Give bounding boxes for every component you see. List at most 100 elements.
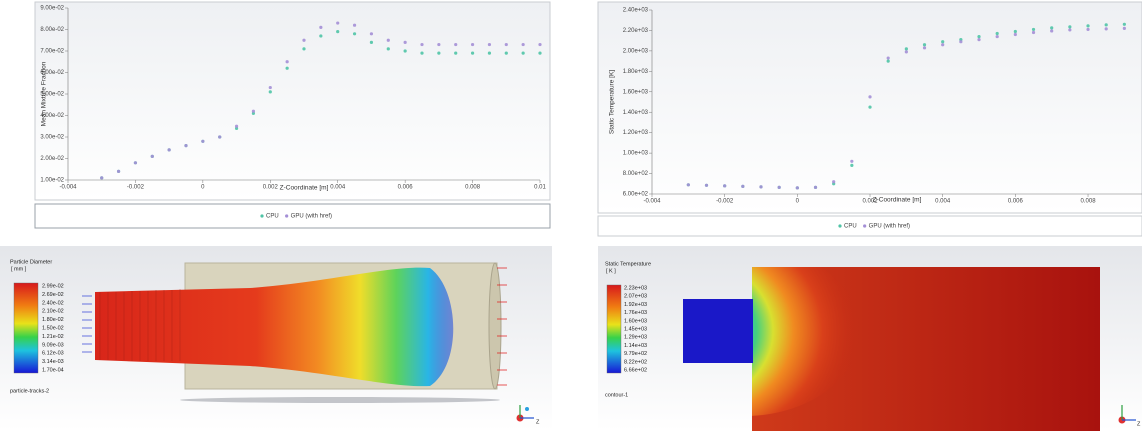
- legend-title: Particle Diameter: [10, 259, 52, 265]
- data-point: [184, 144, 187, 147]
- x-tick-label: -0.002: [127, 185, 145, 191]
- data-point: [505, 43, 508, 46]
- data-point: [887, 60, 890, 63]
- data-point: [387, 47, 390, 50]
- data-point: [705, 184, 708, 187]
- legend-marker: [863, 224, 866, 227]
- data-point: [168, 148, 171, 151]
- data-point: [353, 24, 356, 27]
- colorbar-label: 2.69e-02: [42, 292, 64, 298]
- colorbar-label: 1.80e-02: [42, 317, 64, 323]
- data-point: [471, 52, 474, 55]
- colorbar-label: 6.66e+02: [624, 367, 647, 373]
- x-tick-label: 0.008: [1081, 199, 1097, 205]
- data-point: [905, 47, 908, 50]
- data-point: [522, 52, 525, 55]
- data-point: [1014, 30, 1017, 33]
- y-tick-label: 2.20e+03: [623, 28, 649, 34]
- x-tick-label: 0.002: [263, 185, 279, 191]
- data-point: [1123, 23, 1126, 26]
- colorbar-label: 8.22e+02: [624, 359, 647, 365]
- y-tick-label: 9.00e-02: [40, 6, 64, 12]
- legend-marker: [285, 214, 288, 217]
- y-tick-label: 6.00e+02: [623, 192, 649, 198]
- x-tick-label: -0.004: [59, 185, 77, 191]
- legend-label: CPU: [266, 214, 279, 220]
- y-tick-label: 2.00e+03: [623, 48, 649, 54]
- data-point: [868, 95, 871, 98]
- data-point: [302, 47, 305, 50]
- x-axis-title: Z-Coordinate [m]: [280, 185, 329, 192]
- legend-label: CPU: [844, 224, 857, 230]
- data-point: [1086, 28, 1089, 31]
- y-tick-label: 1.80e+03: [623, 69, 649, 75]
- data-point: [1050, 26, 1053, 29]
- data-point: [687, 183, 690, 186]
- legend-label: GPU (with href): [869, 224, 910, 230]
- data-point: [996, 32, 999, 35]
- colorbar: [14, 283, 38, 373]
- colorbar-label: 2.07e+03: [624, 294, 647, 300]
- data-point: [977, 35, 980, 38]
- data-point: [252, 110, 255, 113]
- data-point: [1105, 27, 1108, 30]
- y-tick-label: 1.40e+03: [623, 110, 649, 116]
- data-point: [1068, 25, 1071, 28]
- data-point: [336, 21, 339, 24]
- y-tick-label: 1.00e-02: [40, 178, 64, 184]
- data-point: [996, 35, 999, 38]
- colorbar-label: 9.09e-03: [42, 342, 64, 348]
- shadow: [180, 397, 500, 403]
- data-point: [471, 43, 474, 46]
- data-point: [505, 52, 508, 55]
- data-point: [404, 49, 407, 52]
- data-point: [134, 161, 137, 164]
- data-point: [923, 43, 926, 46]
- y-tick-label: 7.00e-02: [40, 49, 64, 55]
- colorbar-label: 1.45e+03: [624, 326, 647, 332]
- data-point: [319, 26, 322, 29]
- inlet: [683, 299, 753, 363]
- data-point: [1050, 29, 1053, 32]
- data-point: [977, 38, 980, 41]
- data-point: [887, 56, 890, 59]
- data-point: [404, 41, 407, 44]
- data-point: [151, 155, 154, 158]
- data-point: [269, 86, 272, 89]
- data-point: [353, 32, 356, 35]
- data-point: [336, 30, 339, 33]
- y-tick-label: 3.00e-02: [40, 135, 64, 141]
- data-point: [1014, 33, 1017, 36]
- data-point: [941, 43, 944, 46]
- colorbar-label: 1.21e-02: [42, 334, 64, 340]
- data-point: [437, 43, 440, 46]
- colorbar-label: 9.79e+02: [624, 351, 647, 357]
- y-tick-label: 2.40e+03: [623, 8, 649, 14]
- data-point: [488, 43, 491, 46]
- data-point: [1032, 31, 1035, 34]
- data-point: [420, 52, 423, 55]
- y-axis-title: Mean Mixture Fraction: [41, 61, 48, 126]
- data-point: [1032, 28, 1035, 31]
- colorbar: [607, 285, 621, 373]
- data-point: [923, 46, 926, 49]
- data-point: [1068, 28, 1071, 31]
- y-axis-title: Static Temperature [K]: [609, 70, 616, 134]
- data-point: [488, 52, 491, 55]
- data-point: [814, 186, 817, 189]
- colorbar-label: 1.92e+03: [624, 302, 647, 308]
- data-point: [319, 34, 322, 37]
- data-point: [905, 50, 908, 53]
- data-point: [538, 43, 541, 46]
- x-tick-label: -0.004: [643, 199, 661, 205]
- y-tick-label: 1.20e+03: [623, 130, 649, 136]
- data-point: [1086, 24, 1089, 27]
- caption: particle-tracks-2: [10, 388, 49, 394]
- x-tick-label: 0.004: [330, 185, 346, 191]
- data-point: [218, 135, 221, 138]
- legend-label: GPU (with href): [291, 214, 332, 220]
- data-point: [454, 52, 457, 55]
- data-point: [302, 39, 305, 42]
- data-point: [850, 164, 853, 167]
- y-tick-label: 1.60e+03: [623, 89, 649, 95]
